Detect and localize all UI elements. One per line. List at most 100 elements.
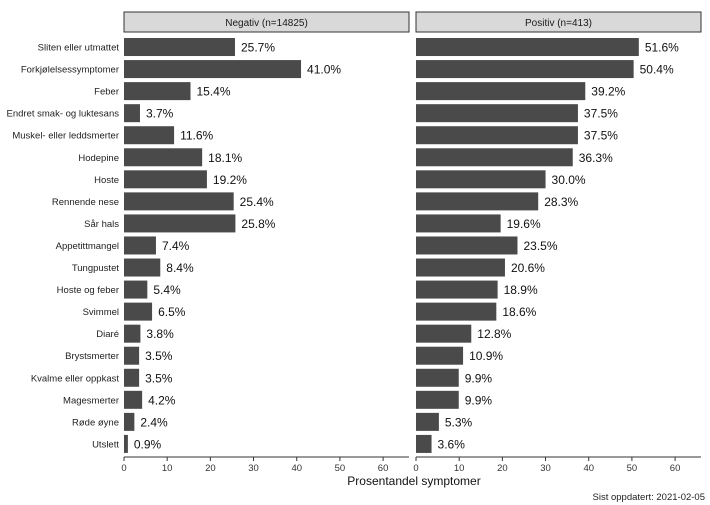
bar-negativ [124, 60, 302, 79]
category-label: Feber [94, 87, 119, 98]
last-updated-note: Sist oppdatert: 2021-02-05 [593, 492, 706, 503]
bar-value-label: 3.8% [146, 327, 174, 341]
category-label: Kvalme eller oppkast [31, 373, 120, 384]
bar-positiv [416, 104, 578, 123]
bar-value-label: 9.9% [465, 371, 493, 385]
bar-negativ [124, 324, 141, 343]
bar-value-label: 23.5% [523, 239, 557, 253]
x-tick-label: 30 [540, 463, 551, 474]
x-axis-title: Prosentandel symptomer [347, 474, 480, 488]
category-label: Muskel- eller leddsmerter [12, 131, 119, 142]
bar-value-label: 37.5% [584, 129, 618, 143]
x-tick-label: 50 [335, 463, 346, 474]
bar-negativ [124, 258, 161, 277]
bar-negativ [124, 368, 140, 387]
x-tick-label: 30 [248, 463, 259, 474]
x-tick-label: 50 [627, 463, 638, 474]
category-label: Svimmel [83, 307, 119, 318]
bar-value-label: 12.8% [477, 327, 511, 341]
bar-positiv [416, 82, 586, 101]
bar-positiv [416, 412, 439, 431]
bar-negativ [124, 126, 175, 145]
bar-value-label: 19.6% [507, 217, 541, 231]
bar-negativ [124, 236, 156, 255]
bar-value-label: 10.9% [469, 349, 503, 363]
bar-value-label: 5.4% [153, 283, 181, 297]
category-label: Endret smak- og luktesans [7, 109, 120, 120]
bar-value-label: 39.2% [591, 85, 625, 99]
bar-value-label: 3.6% [438, 437, 466, 451]
bar-value-label: 6.5% [158, 305, 186, 319]
category-label: Hodepine [78, 153, 119, 164]
bar-value-label: 41.0% [307, 63, 341, 77]
bar-negativ [124, 104, 140, 123]
bar-positiv [416, 214, 501, 233]
bar-negativ [124, 170, 207, 189]
bar-value-label: 0.9% [134, 437, 162, 451]
facet-strip-label: Negativ (n=14825) [225, 18, 308, 29]
bar-value-label: 37.5% [584, 107, 618, 121]
bar-negativ [124, 412, 135, 431]
bar-value-label: 25.7% [241, 41, 275, 55]
bar-positiv [416, 148, 573, 167]
bar-value-label: 9.9% [465, 393, 493, 407]
category-label: Rennende nese [52, 197, 119, 208]
category-label: Diaré [96, 329, 119, 340]
bar-positiv [416, 302, 497, 321]
category-label: Hoste [94, 175, 119, 186]
bar-negativ [124, 280, 148, 299]
bar-value-label: 18.9% [504, 283, 538, 297]
x-tick-label: 10 [162, 463, 173, 474]
bar-value-label: 3.7% [146, 107, 174, 121]
x-tick-label: 20 [205, 463, 216, 474]
bar-negativ [124, 38, 235, 57]
facet-strip-positiv [415, 11, 702, 33]
bar-value-label: 51.6% [645, 41, 679, 55]
x-tick-label: 60 [670, 463, 681, 474]
bar-positiv [416, 192, 539, 211]
x-tick-label: 0 [121, 463, 126, 474]
bar-positiv [416, 38, 639, 57]
category-label: Forkjølelsessymptomer [21, 65, 119, 76]
bar-positiv [416, 434, 432, 453]
bar-value-label: 18.1% [208, 151, 242, 165]
bar-positiv [416, 346, 464, 365]
bar-value-label: 8.4% [166, 261, 194, 275]
bar-positiv [416, 368, 459, 387]
facet-strip-label: Positiv (n=413) [525, 18, 592, 29]
bar-positiv [416, 280, 498, 299]
bar-value-label: 30.0% [552, 173, 586, 187]
x-tick-label: 0 [413, 463, 418, 474]
category-label: Sår hals [84, 219, 119, 230]
bar-negativ [124, 192, 234, 211]
bar-value-label: 25.4% [240, 195, 274, 209]
category-label: Appetittmangel [56, 241, 119, 252]
x-tick-label: 40 [583, 463, 594, 474]
bar-value-label: 25.8% [241, 217, 275, 231]
bar-value-label: 28.3% [544, 195, 578, 209]
bar-value-label: 11.6% [180, 129, 213, 143]
bar-value-label: 4.2% [148, 393, 176, 407]
bar-value-label: 3.5% [145, 371, 173, 385]
bar-value-label: 2.4% [140, 415, 168, 429]
bar-negativ [124, 302, 153, 321]
bar-positiv [416, 170, 546, 189]
bar-negativ [124, 82, 191, 101]
bar-value-label: 36.3% [579, 151, 613, 165]
category-label: Utslett [92, 439, 119, 450]
bar-positiv [416, 236, 518, 255]
bar-negativ [124, 214, 236, 233]
category-label: Tungpustet [72, 263, 120, 274]
x-tick-label: 40 [291, 463, 302, 474]
x-tick-label: 20 [497, 463, 508, 474]
bar-positiv [416, 390, 459, 409]
category-label: Røde øyne [72, 417, 119, 428]
bar-value-label: 19.2% [213, 173, 247, 187]
bar-value-label: 20.6% [511, 261, 545, 275]
category-label: Sliten eller utmattet [38, 43, 120, 54]
bar-negativ [124, 434, 128, 453]
bar-positiv [416, 258, 505, 277]
category-label: Magesmerter [63, 395, 119, 406]
bar-value-label: 15.4% [197, 85, 231, 99]
